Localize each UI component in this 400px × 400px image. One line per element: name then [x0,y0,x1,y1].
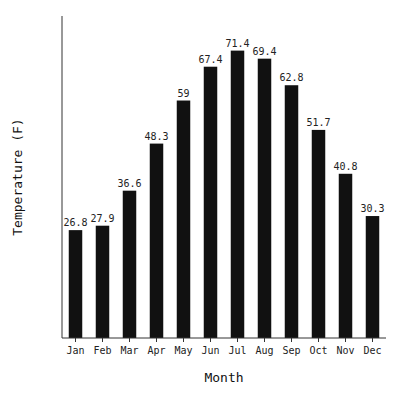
x-tick [75,338,76,342]
data-label: 40.8 [333,161,357,172]
y-axis-label: Temperature (F) [10,118,25,235]
data-label: 26.8 [63,217,87,228]
bar [96,226,110,338]
data-label: 71.4 [225,38,249,49]
x-tick [318,338,319,342]
bar [258,59,272,338]
x-tick [102,338,103,342]
x-tick [210,338,211,342]
data-label: 59 [177,88,189,99]
x-tick-label: Feb [93,345,111,356]
x-tick-label: Sep [282,345,300,356]
bar [204,67,218,338]
bar [123,191,137,338]
bar [285,85,299,338]
x-axis-label: Month [204,370,243,385]
x-tick-label: Dec [363,345,381,356]
x-tick-label: Nov [336,345,354,356]
x-tick [372,338,373,342]
x-tick [291,338,292,342]
bar [150,144,164,338]
x-tick-label: May [174,345,192,356]
data-label: 27.9 [90,213,114,224]
data-label: 36.6 [117,178,141,189]
x-tick-label: Apr [147,345,165,356]
x-tick-label: Aug [255,345,273,356]
bar [339,174,353,338]
bar [69,230,83,338]
data-label: 67.4 [198,54,222,65]
x-tick-label: Oct [309,345,327,356]
chart-container: 26.827.9 36.6 48.3 59 67.471.469.4 62.8 51.7 40… [0,0,400,400]
data-label: 48.3 [144,131,168,142]
x-tick [183,338,184,342]
x-tick [237,338,238,342]
x-tick-label: Jan [66,345,84,356]
y-axis-line [62,16,63,338]
x-axis-line [62,338,386,339]
data-label: 51.7 [306,117,330,128]
x-tick [264,338,265,342]
x-tick-label: Jun [201,345,219,356]
data-label: 69.4 [252,46,276,57]
chart: 26.827.9 36.6 48.3 59 67.471.469.4 62.8 51.7 40… [0,0,400,400]
data-label: 62.8 [279,72,303,83]
bar [177,101,191,338]
data-label: 30.3 [360,203,384,214]
x-tick [129,338,130,342]
bar [231,51,245,338]
bar [366,216,380,338]
x-tick [345,338,346,342]
x-tick-label: Mar [120,345,138,356]
x-tick-label: Jul [228,345,246,356]
x-tick [156,338,157,342]
bars [69,51,380,338]
bar [312,130,326,338]
